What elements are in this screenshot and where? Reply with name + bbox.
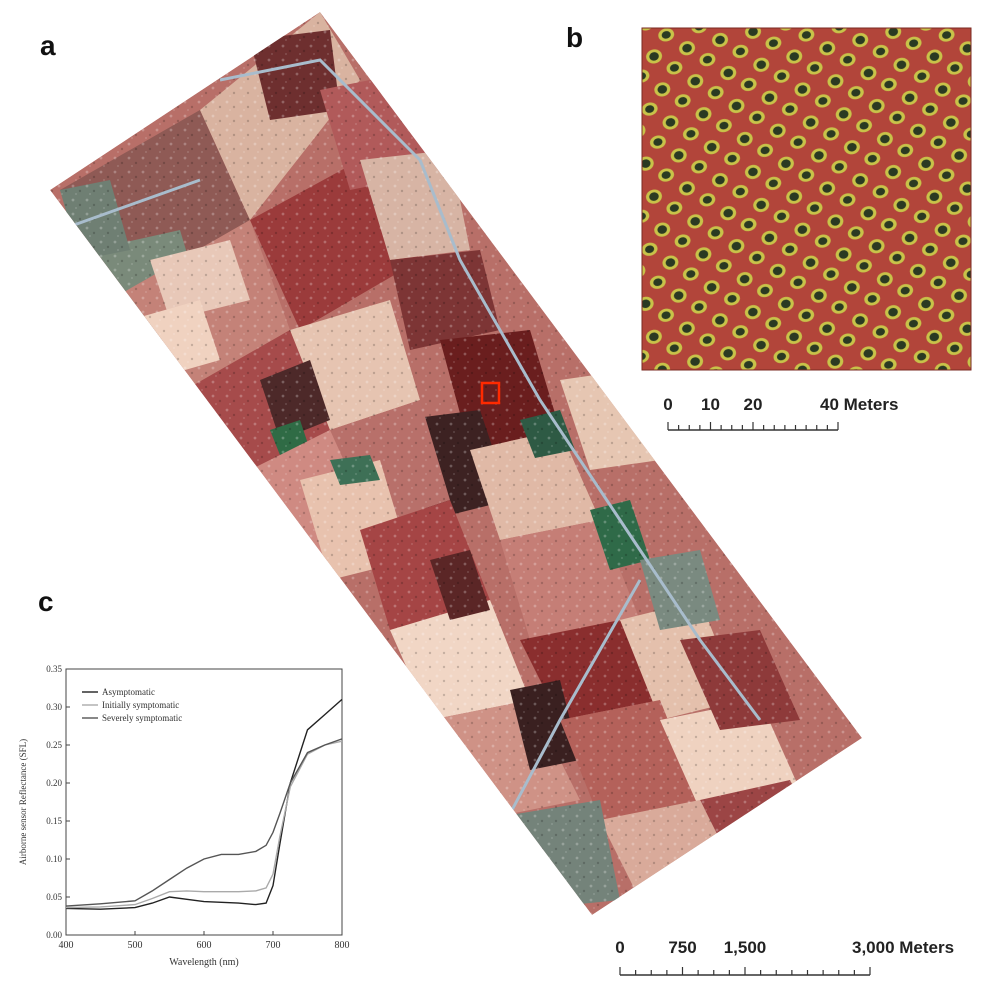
x-tick-label: 600 (197, 940, 212, 951)
scale-a-label: 1,500 (724, 938, 767, 957)
y-tick-label: 0.15 (46, 816, 62, 826)
series-line-3 (65, 738, 343, 907)
reflectance-chart: 0.00 0.05 0.10 0.15 0.20 0.25 0.30 0.35 400 500 60… (18, 664, 350, 968)
series-line-2 (65, 740, 343, 909)
scale-b-label: 10 (701, 395, 720, 414)
scale-bar-a: 0 750 1,500 3,000 Meters (615, 938, 954, 976)
y-tick-label: 0.30 (46, 702, 62, 712)
scale-a-label: 750 (668, 938, 696, 957)
y-tick-label: 0.10 (46, 854, 62, 864)
study-area-marker (480, 381, 501, 405)
scale-b-label: 0 (663, 395, 672, 414)
y-axis-label: Airborne sensor Reflectance (SFL) (18, 739, 28, 865)
panel-label-a: a (40, 30, 56, 61)
scale-b-label: 20 (744, 395, 763, 414)
x-tick-label: 700 (266, 940, 281, 951)
y-tick-label: 0.25 (46, 740, 62, 750)
y-tick-label: 0.35 (46, 664, 62, 674)
y-tick-label: 0.05 (46, 892, 62, 902)
y-tick-label: 0.20 (46, 778, 62, 788)
y-tick-label: 0.00 (46, 930, 62, 940)
scale-bar-b: 0 10 20 40 Meters (663, 395, 898, 431)
legend-entry: Initially symptomatic (102, 700, 179, 710)
inset-map-b (641, 27, 972, 371)
x-tick-label: 500 (128, 940, 143, 951)
panel-label-c: c (38, 586, 54, 617)
panel-label-b: b (566, 22, 584, 53)
scale-a-label: 3,000 Meters (852, 938, 954, 957)
x-tick-label: 400 (59, 940, 74, 951)
chart-frame (65, 668, 343, 936)
legend-entry: Asymptomatic (102, 687, 155, 697)
legend-entry: Severely symptomatic (102, 713, 182, 723)
scale-b-label: 40 Meters (820, 395, 898, 414)
x-axis-label: Wavelength (nm) (169, 957, 238, 968)
series-line-1 (65, 698, 343, 910)
scale-a-label: 0 (615, 938, 624, 957)
x-tick-label: 800 (335, 940, 350, 951)
